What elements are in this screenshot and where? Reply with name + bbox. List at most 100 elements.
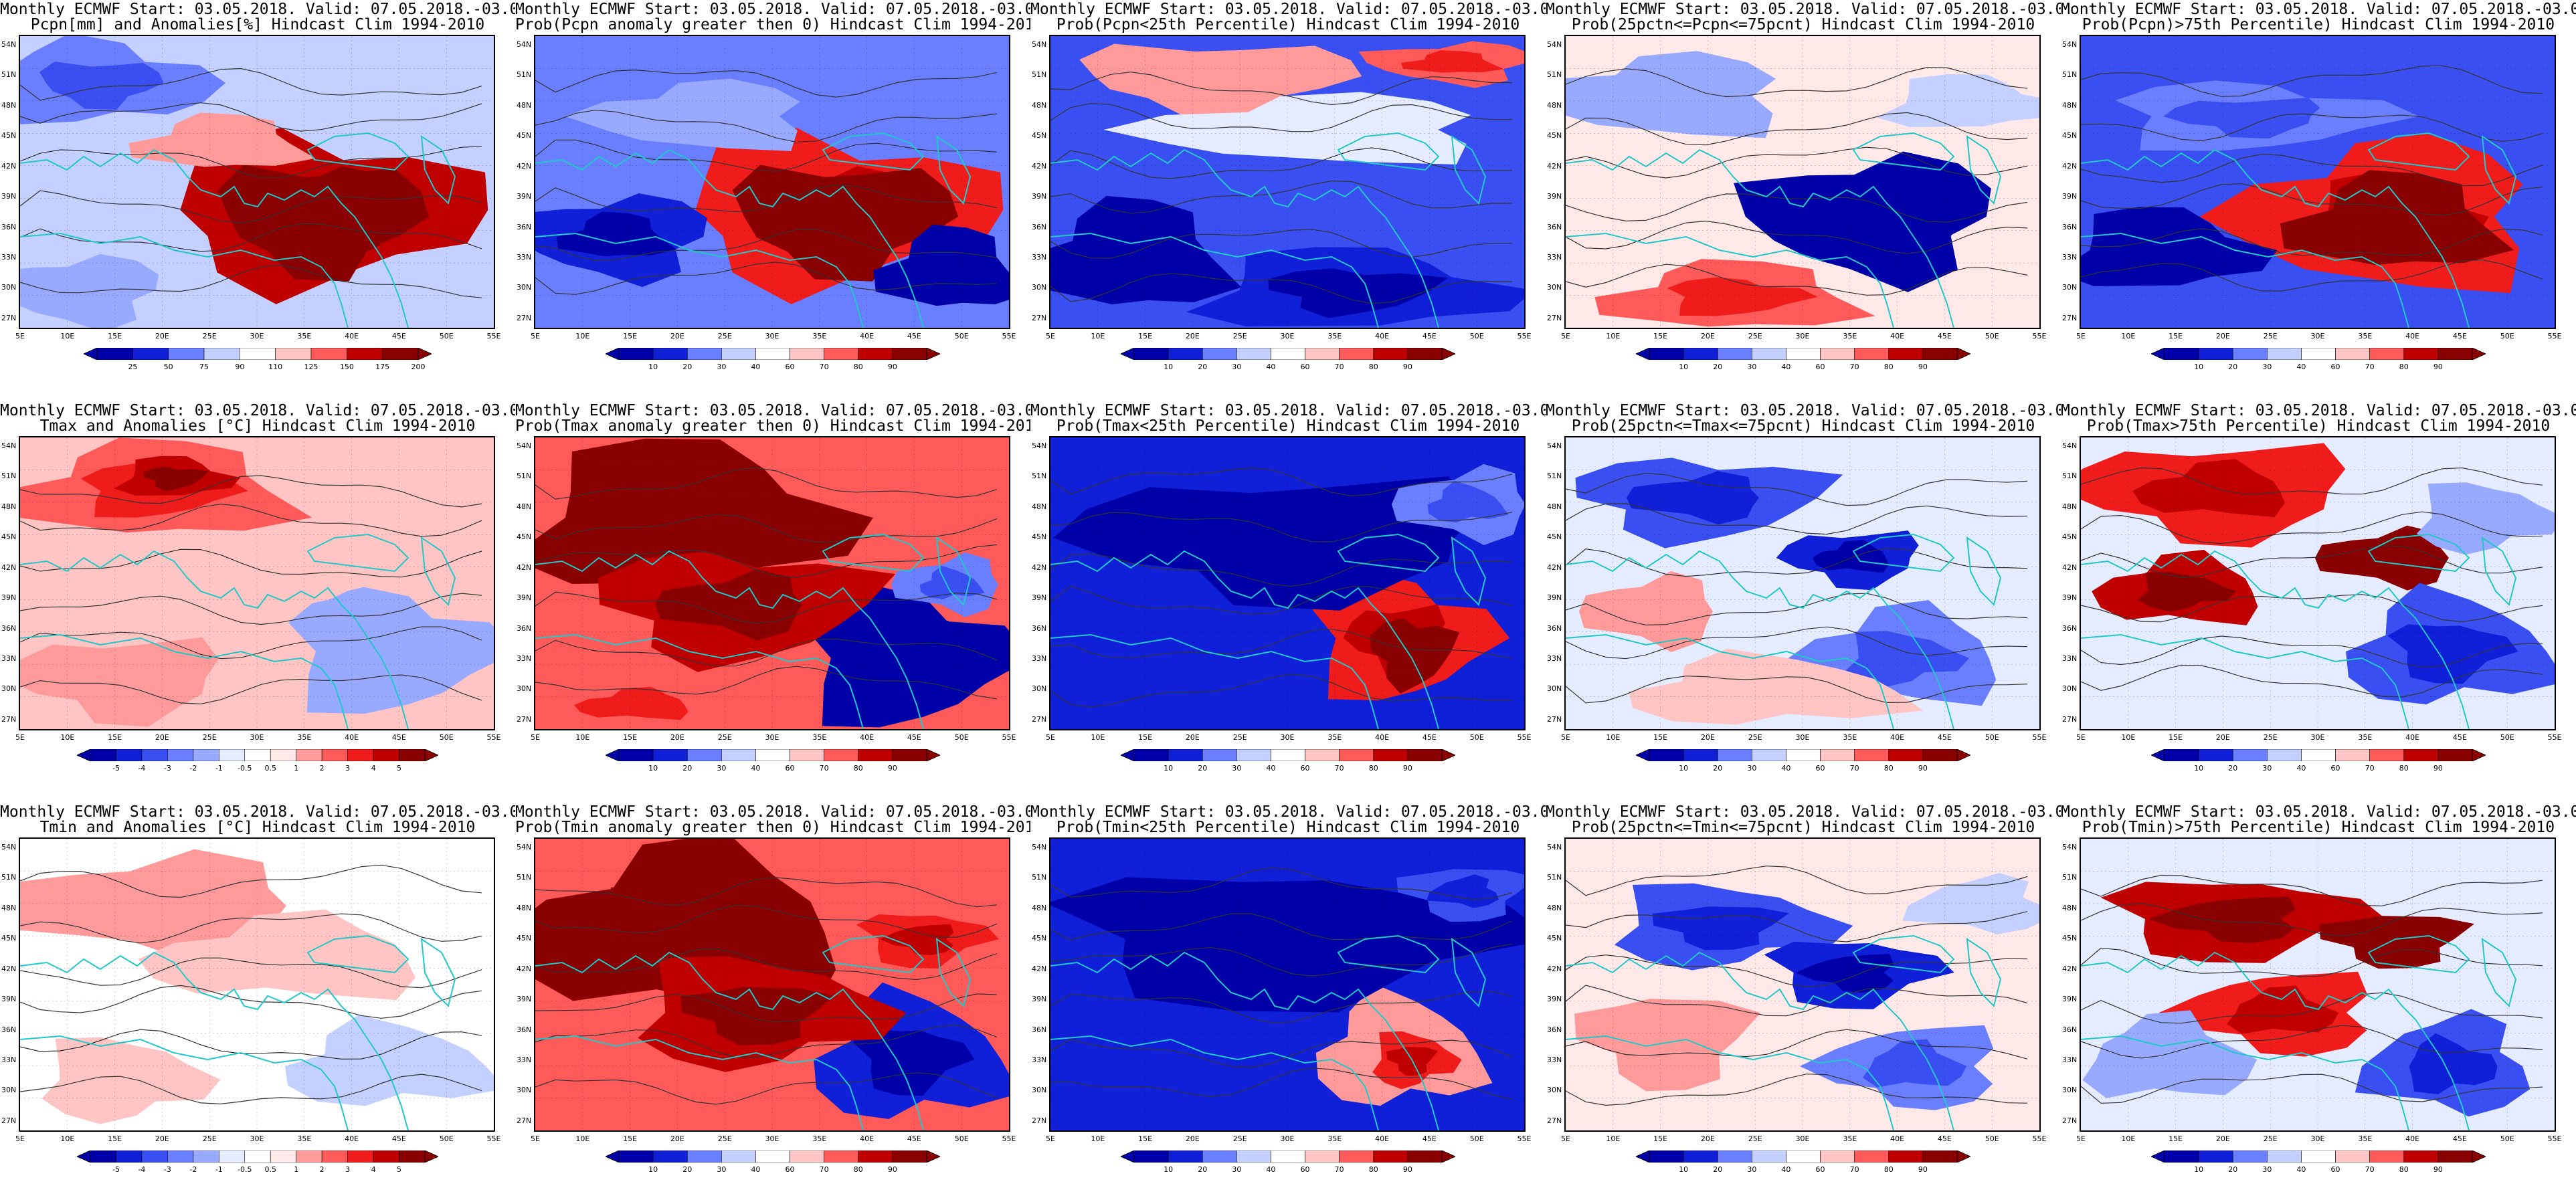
colorbar-label: 80 <box>2399 764 2409 773</box>
colorbar-label: 80 <box>2399 363 2409 371</box>
coastline <box>20 934 456 1130</box>
panel-title: Monthly ECMWF Start: 03.05.2018. Valid: … <box>1546 1 2061 18</box>
colorbar-segment <box>141 749 168 761</box>
colorbar-segment <box>1786 749 1821 761</box>
longitude-label: 40E <box>345 332 359 340</box>
contour-lines <box>1566 67 2028 296</box>
panel-subtitle: Prob(Tmax<25th Percentile) Hindcast Clim… <box>1056 417 1520 435</box>
map-canvas <box>20 437 494 729</box>
anomaly-region <box>1574 999 1761 1092</box>
colorbar-segment <box>167 1150 194 1163</box>
colorbar-label: 20 <box>1198 764 1208 773</box>
colorbar-segment <box>2369 348 2405 360</box>
colorbar-segment <box>2164 1150 2199 1163</box>
colorbar-segment <box>1202 749 1237 761</box>
colorbar-segment <box>2198 749 2233 761</box>
panel-subtitle: Prob(Pcpn<25th Percentile) Hindcast Clim… <box>1056 16 1520 33</box>
map-frame <box>534 436 1010 730</box>
colorbar-segment <box>168 348 205 360</box>
coastline <box>1566 934 2002 1130</box>
colorbar-label: 40 <box>751 1165 761 1174</box>
colorbar <box>606 1150 940 1163</box>
colorbar-label: 5 <box>397 1165 402 1174</box>
colorbar-label: 10 <box>648 764 658 773</box>
colorbar-arrow-right <box>2472 749 2486 761</box>
colorbar-label: 10 <box>648 1165 658 1174</box>
longitude-label: 15E <box>1138 1134 1153 1143</box>
colorbar-segment <box>1305 749 1340 761</box>
longitude-label: 35E <box>1843 733 1857 742</box>
anomaly-core <box>913 246 998 294</box>
colorbar-segment <box>1888 749 1924 761</box>
longitude-label: 50E <box>439 332 454 340</box>
longitude-label: 15E <box>1653 733 1668 742</box>
anomaly-core <box>1427 480 1509 523</box>
anomaly-core <box>1268 268 1449 318</box>
colorbar-label: 30 <box>1747 363 1757 371</box>
longitude-label: 45E <box>2452 332 2467 340</box>
colorbar-segment <box>1854 749 1890 761</box>
map-canvas <box>2081 437 2555 729</box>
longitude-label: 25E <box>717 332 732 340</box>
forecast-panel-pcpn-low: Monthly ECMWF Start: 03.05.2018. Valid: … <box>1030 0 1546 401</box>
contour-lines <box>535 877 998 1105</box>
forecast-panel-tmax-prob: Monthly ECMWF Start: 03.05.2018. Valid: … <box>515 401 1030 803</box>
longitude-label: 50E <box>1985 332 1999 340</box>
colorbar-segment <box>1133 1150 1169 1163</box>
colorbar-segment <box>892 348 927 360</box>
colorbar-segment <box>2267 749 2302 761</box>
latitude-label: 30N <box>1032 684 1047 694</box>
anomaly-core <box>574 686 688 720</box>
longitude-label: 30E <box>1795 332 1810 340</box>
latitude-label: 30N <box>1547 1086 1562 1095</box>
anomaly-region <box>2416 482 2555 555</box>
colorbar-segment <box>652 348 688 360</box>
longitude-label: 35E <box>2358 1134 2373 1143</box>
colorbar-segment <box>270 1150 296 1163</box>
longitude-label: 20E <box>1700 332 1715 340</box>
anomaly-region <box>1578 571 1713 652</box>
forecast-panel-tmax-anom: Monthly ECMWF Start: 03.05.2018. Valid: … <box>0 401 515 803</box>
latitude-label: 39N <box>1 995 17 1004</box>
anomaly-region <box>1103 92 1471 165</box>
colorbar <box>77 1150 438 1163</box>
latitude-label: 45N <box>2062 532 2078 542</box>
map-frame <box>2080 436 2556 730</box>
longitude-label: 45E <box>1422 733 1437 742</box>
longitude-label: 35E <box>1327 1134 1342 1143</box>
anomaly-region <box>318 45 494 104</box>
latitude-label: 39N <box>1032 593 1047 603</box>
colorbar-arrow-left <box>1636 1150 1650 1163</box>
latitude-label: 30N <box>2062 1086 2078 1095</box>
colorbar-segment <box>296 749 323 761</box>
colorbar-label: 80 <box>2399 1165 2409 1174</box>
latitude-label: 27N <box>1 1116 17 1125</box>
panel-title: Monthly ECMWF Start: 03.05.2018. Valid: … <box>0 1 515 18</box>
colorbar-label: 75 <box>199 363 209 371</box>
longitude-label: 35E <box>2358 332 2373 340</box>
longitude-label: 55E <box>2547 733 2562 742</box>
longitude-label: 40E <box>1890 332 1905 340</box>
longitude-label: 40E <box>345 733 359 742</box>
latitude-label: 45N <box>2062 131 2078 140</box>
colorbar-label: 80 <box>1883 363 1894 371</box>
colorbar-segment <box>219 749 246 761</box>
latitude-label: 27N <box>1547 1116 1562 1125</box>
longitude-label: 25E <box>717 1134 732 1143</box>
colorbar-segment <box>1922 1150 1958 1163</box>
anomaly-region <box>2082 1010 2258 1098</box>
longitude-label: 20E <box>1185 332 1200 340</box>
longitude-label: 5E <box>531 332 540 340</box>
latitude-label: 39N <box>1032 192 1047 201</box>
longitude-label: 20E <box>1700 733 1715 742</box>
colorbar-label: 150 <box>339 363 354 371</box>
latitude-label: 27N <box>1547 313 1562 322</box>
colorbar-segment <box>858 1150 893 1163</box>
panel-title: Monthly ECMWF Start: 03.05.2018. Valid: … <box>0 803 515 821</box>
longitude-label: 10E <box>1091 1134 1105 1143</box>
latitude-label: 42N <box>1 161 17 171</box>
colorbar-segment <box>755 749 790 761</box>
colorbar-segment <box>2301 1150 2336 1163</box>
latitude-label: 39N <box>1 593 17 603</box>
latitude-label: 42N <box>1032 161 1047 171</box>
